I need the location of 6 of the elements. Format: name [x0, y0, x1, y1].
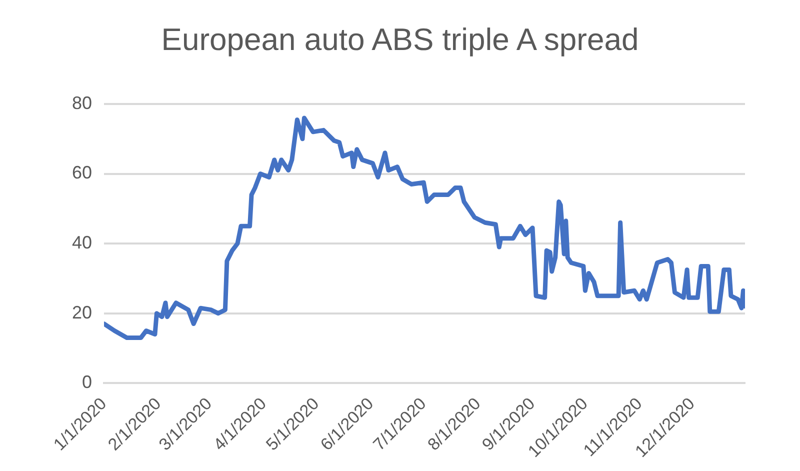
y-tick-label: 40 [72, 232, 92, 253]
y-tick-label: 0 [82, 372, 92, 392]
y-tick-label: 20 [72, 302, 92, 322]
y-tick-label: 60 [72, 162, 92, 183]
y-tick-label: 80 [72, 92, 92, 113]
chart-title: European auto ABS triple A spread [160, 22, 640, 58]
